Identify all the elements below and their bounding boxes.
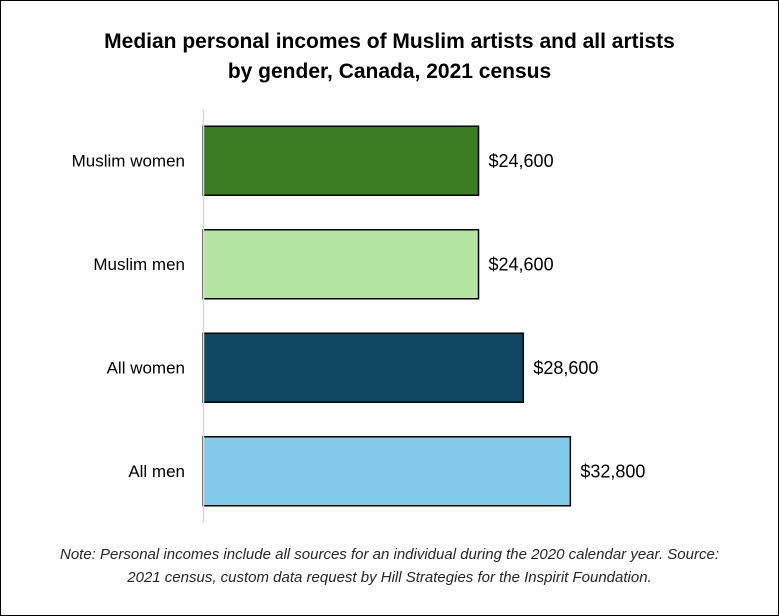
chart-note-line-1: Note: Personal incomes include all sourc… — [60, 546, 719, 563]
chart-note: Note: Personal incomes include all sourc… — [1, 543, 778, 589]
chart-title-line-1: Median personal incomes of Muslim artist… — [104, 30, 675, 53]
bars-layer: Muslim women $24,600 Muslim men $24,600 All … — [72, 125, 645, 507]
bar-all-men — [202, 436, 572, 507]
chart-title: Median personal incomes of Muslim artist… — [1, 27, 778, 87]
data-label: $28,600 — [533, 358, 598, 378]
bar-chart: Muslim women $24,600 Muslim men $24,600 All … — [72, 109, 645, 523]
data-label: $24,600 — [489, 254, 554, 274]
category-label: Muslim women — [72, 151, 185, 170]
category-label: Muslim men — [93, 255, 185, 274]
data-label: $24,600 — [489, 151, 554, 171]
category-label: All women — [107, 358, 185, 377]
category-label: All men — [128, 462, 185, 481]
bar-muslim-men — [202, 229, 480, 300]
chart-note-line-2: 2021 census, custom data request by Hill… — [127, 569, 652, 586]
data-label: $32,800 — [580, 461, 645, 481]
chart-title-line-2: by gender, Canada, 2021 census — [227, 60, 552, 83]
bar-muslim-women — [202, 125, 480, 196]
bar-all-women — [202, 332, 525, 403]
